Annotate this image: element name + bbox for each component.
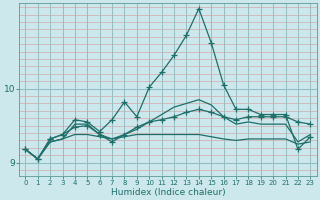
X-axis label: Humidex (Indice chaleur): Humidex (Indice chaleur) — [110, 188, 225, 197]
